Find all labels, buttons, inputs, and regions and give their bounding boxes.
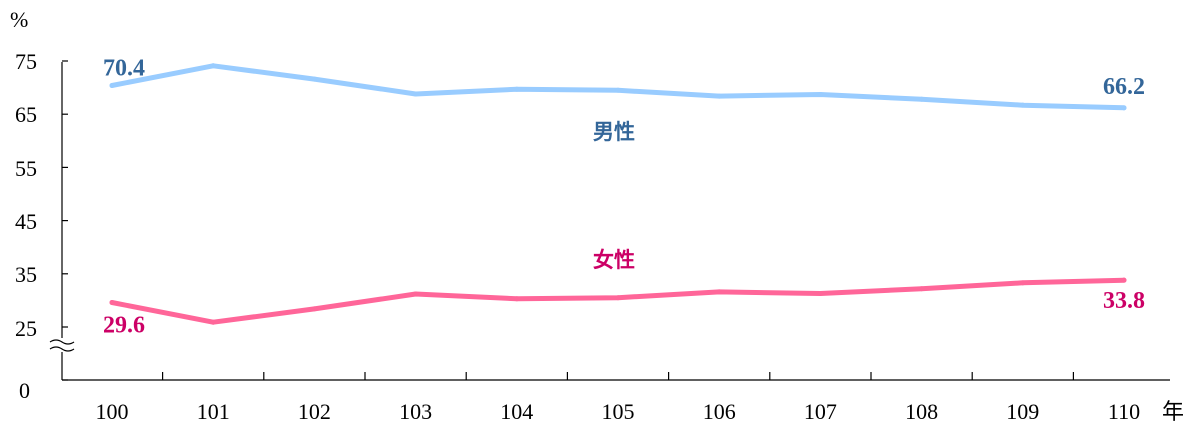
x-ticks	[162, 372, 1075, 380]
data-point	[109, 300, 115, 306]
data-point	[1020, 102, 1026, 108]
y-ticks	[62, 60, 68, 381]
data-label-first: 29.6	[103, 313, 145, 339]
series-name-label: 女性	[593, 247, 635, 272]
y-tick-label: 25	[15, 316, 37, 341]
x-tick-label: 101	[197, 399, 230, 424]
data-point	[311, 306, 317, 312]
x-tick-label: 109	[1006, 399, 1039, 424]
data-point	[817, 290, 823, 296]
data-point	[716, 289, 722, 295]
x-tick-label: 106	[703, 399, 736, 424]
series-line	[109, 63, 1127, 111]
series-line	[109, 277, 1127, 325]
data-label-last: 33.8	[1103, 288, 1145, 314]
y-tick-label: 65	[15, 102, 37, 127]
series-lines	[109, 63, 1127, 325]
x-tick-label: 103	[399, 399, 432, 424]
y-tick-label: 0	[19, 378, 30, 403]
data-point	[1020, 280, 1026, 286]
x-tick-label: 100	[96, 399, 129, 424]
data-point	[615, 295, 621, 301]
data-point	[817, 92, 823, 98]
data-point	[615, 87, 621, 93]
y-axis-unit-label: %	[10, 7, 28, 32]
data-point	[1121, 105, 1127, 111]
x-tick-label: 105	[602, 399, 635, 424]
data-point	[919, 286, 925, 292]
data-label-first: 70.4	[103, 55, 145, 81]
data-point	[210, 319, 216, 325]
x-tick-label: 102	[298, 399, 331, 424]
data-label-last: 66.2	[1103, 74, 1145, 100]
axis-break-mark	[49, 338, 75, 352]
data-point	[311, 76, 317, 82]
y-tick-label: 55	[15, 156, 37, 181]
data-point	[716, 93, 722, 99]
data-point	[919, 96, 925, 102]
x-axis-unit-label: 年	[1162, 399, 1184, 424]
y-tick-label: 45	[15, 209, 37, 234]
data-point	[1121, 277, 1127, 283]
x-tick-label: 107	[804, 399, 837, 424]
data-point	[109, 82, 115, 88]
data-point	[413, 91, 419, 97]
x-tick-labels: 100 101 102 103 104 105 106 107 108 109 110	[96, 399, 1141, 424]
data-point	[514, 86, 520, 92]
data-point	[514, 296, 520, 302]
data-point	[413, 291, 419, 297]
x-tick-label: 108	[905, 399, 938, 424]
y-tick-label: 75	[15, 49, 37, 74]
x-tick-label: 110	[1108, 399, 1140, 424]
series-name-label: 男性	[593, 119, 635, 144]
x-tick-label: 104	[500, 399, 533, 424]
series-annotations: 70.4 66.2 男性 29.6 33.8 女性	[103, 55, 1145, 338]
y-tick-label: 35	[15, 262, 37, 287]
data-point	[210, 63, 216, 69]
